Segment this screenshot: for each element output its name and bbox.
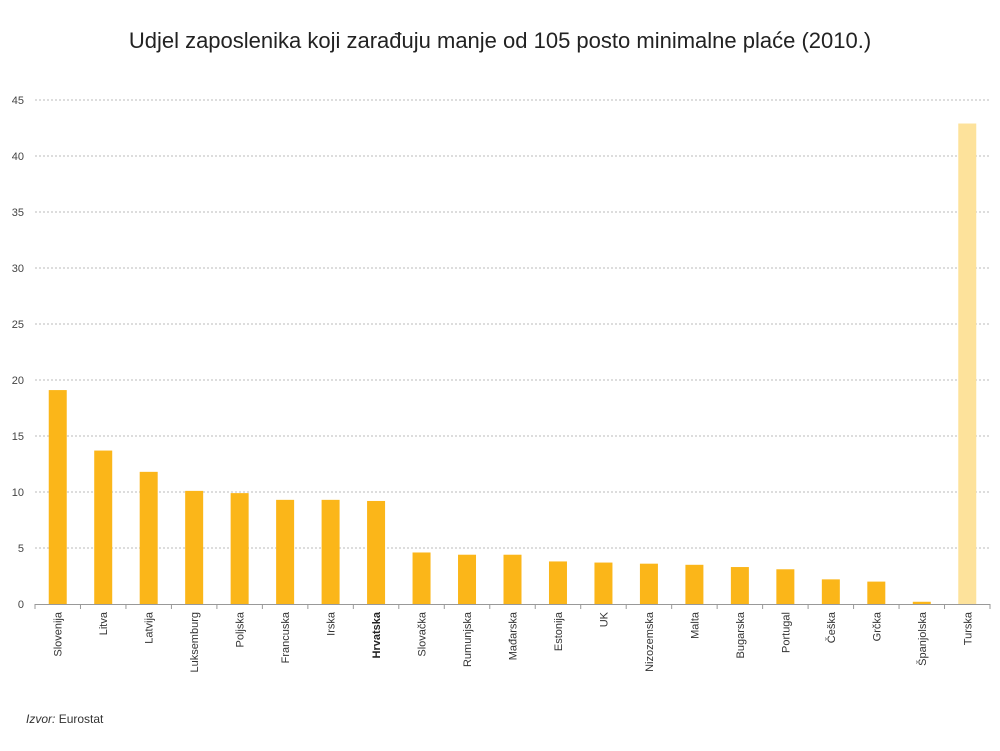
bar-francuska xyxy=(276,499,295,604)
y-tick-label: 20 xyxy=(12,375,24,387)
bar-poljska xyxy=(230,493,249,604)
bar-chart: 0 5 10 15 20 25 30 35 40 45 Slovenija Litva Latvija… xyxy=(12,95,991,673)
y-tick-label: 45 xyxy=(12,95,24,107)
x-tick-label: Turska xyxy=(962,611,974,645)
x-tick-label: Hrvatska xyxy=(371,611,383,658)
bar-nizozemska xyxy=(639,563,658,604)
x-tick-label: Luksemburg xyxy=(189,612,201,673)
y-tick-label: 5 xyxy=(18,543,24,555)
bar-uk xyxy=(594,562,613,604)
x-tick-label: Rumunjska xyxy=(462,611,474,667)
bar-estonija xyxy=(548,561,567,604)
x-tick-label: Slovenija xyxy=(53,611,65,657)
x-tick-label: Malta xyxy=(689,611,701,639)
y-tick-label: 0 xyxy=(18,599,24,611)
x-tick-label: Francuska xyxy=(280,611,292,663)
bar-slovačka xyxy=(412,552,431,604)
bar-mađarska xyxy=(503,554,522,604)
bar-rumunjska xyxy=(458,554,477,604)
x-axis xyxy=(34,604,991,609)
bar-litva xyxy=(94,450,113,604)
gridlines xyxy=(35,99,990,549)
x-tick-label: UK xyxy=(598,611,610,627)
x-tick-label: Irska xyxy=(326,611,338,636)
y-tick-label: 35 xyxy=(12,207,24,219)
source-label: Izvor: xyxy=(26,712,56,726)
bar-latvija xyxy=(139,471,158,604)
x-tick-label: Bugarska xyxy=(735,611,747,658)
x-tick-label: Latvija xyxy=(144,611,156,644)
x-tick-label: Mađarska xyxy=(508,611,520,660)
y-axis-ticks: 0 5 10 15 20 25 30 35 40 45 xyxy=(12,95,24,611)
x-tick-label: Litva xyxy=(98,611,110,635)
bar-španjolska xyxy=(912,601,931,604)
bar-portugal xyxy=(776,569,795,604)
y-tick-label: 25 xyxy=(12,319,24,331)
bar-hrvatska xyxy=(367,500,386,604)
bar-luksemburg xyxy=(185,490,204,604)
bar-malta xyxy=(685,564,704,604)
x-tick-label: Nizozemska xyxy=(644,611,656,672)
y-tick-label: 10 xyxy=(12,487,24,499)
source-note: Izvor: Eurostat xyxy=(26,712,103,726)
bars xyxy=(48,123,977,605)
bar-irska xyxy=(321,499,340,604)
chart-title: Udjel zaposlenika koji zarađuju manje od… xyxy=(128,28,872,53)
bar-slovenija xyxy=(48,390,67,604)
source-value: Eurostat xyxy=(58,712,104,726)
y-tick-label: 15 xyxy=(12,431,24,443)
x-tick-label: Estonija xyxy=(553,611,565,651)
x-tick-label: Slovačka xyxy=(417,611,429,657)
bar-bugarska xyxy=(730,567,749,604)
x-tick-label: Češka xyxy=(825,611,838,643)
x-tick-label: Poljska xyxy=(235,611,247,647)
bar-grčka xyxy=(867,581,886,604)
x-tick-label: Španjolska xyxy=(916,611,929,666)
y-tick-label: 40 xyxy=(12,151,24,163)
x-tick-label: Grčka xyxy=(871,611,883,641)
x-tick-label: Portugal xyxy=(780,612,792,653)
y-tick-label: 30 xyxy=(12,263,24,275)
bar-češka xyxy=(821,579,840,604)
category-labels: Slovenija Litva Latvija Luksemburg Poljska Fr… xyxy=(53,611,975,672)
bar-turska xyxy=(958,123,977,605)
